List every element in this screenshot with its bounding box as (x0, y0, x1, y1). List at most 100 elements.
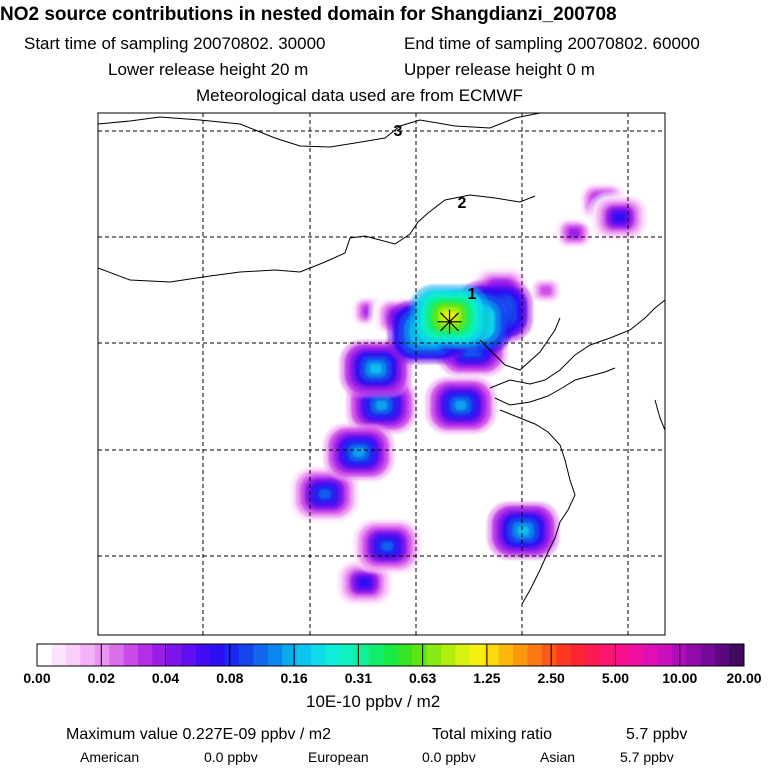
plume-cell (568, 228, 581, 238)
american-label: American (80, 749, 140, 765)
colorbar-swatch (267, 644, 283, 666)
colorbar-swatch (527, 644, 543, 666)
met-data-label: Meteorological data used are from ECMWF (196, 86, 523, 105)
colorbar-tick-label: 0.31 (344, 670, 372, 686)
colorbar-swatch (138, 644, 153, 666)
colorbar-swatch (599, 644, 615, 666)
colorbar-tick-label: 0.02 (87, 670, 115, 686)
figure-title: NO2 source contributions in nested domai… (0, 4, 617, 25)
colorbar-swatch (239, 644, 254, 666)
colorbar-swatch (455, 644, 471, 666)
colorbar-unit-label: 10E-10 ppbv / m2 (306, 692, 441, 711)
colorbar-swatch (585, 644, 601, 666)
colorbar-swatch (123, 644, 139, 666)
colorbar-swatch (282, 644, 298, 666)
coastlines (98, 113, 665, 605)
colorbar-tick-label: 2.50 (537, 670, 565, 686)
colorbar-swatch (354, 644, 370, 666)
colorbar-tick-label: 0.63 (409, 670, 437, 686)
map-label-2: 2 (458, 195, 467, 212)
colorbar-swatch (195, 644, 211, 666)
colorbar-swatch (469, 644, 485, 666)
colorbar-swatch (715, 644, 731, 666)
map-label-1: 1 (468, 286, 477, 303)
upper-release-label: Upper release height 0 m (404, 60, 595, 79)
colorbar-swatch (700, 644, 716, 666)
colorbar-swatch (657, 644, 673, 666)
colorbar-swatch (181, 644, 197, 666)
colorbar-swatch (340, 644, 355, 666)
european-value: 0.0 ppbv (422, 749, 476, 765)
start-time-label: Start time of sampling 20070802. 30000 (24, 34, 326, 53)
asian-value: 5.7 ppbv (620, 749, 674, 765)
receptor-marker (437, 309, 462, 334)
colorbar-swatch (311, 644, 327, 666)
map-gridlines (98, 113, 665, 635)
end-time-label: End time of sampling 20070802. 60000 (404, 34, 700, 53)
colorbar-swatch (224, 644, 240, 666)
total-mixing-value: 5.7 ppbv (626, 726, 688, 743)
colorbar-swatch (296, 644, 312, 666)
colorbar-swatch (570, 644, 586, 666)
colorbar-swatch (686, 644, 702, 666)
colorbar-swatch (253, 644, 269, 666)
receptor-marker-stroke (440, 312, 459, 332)
plume-cell (381, 541, 394, 552)
max-value-label: Maximum value 0.227E-09 ppbv / m2 (66, 726, 332, 743)
plume-cell (369, 363, 382, 374)
map-label-3: 3 (394, 123, 403, 140)
concentration-field (290, 177, 652, 609)
plume-cell (358, 578, 371, 588)
colorbar-tick-label: 0.04 (151, 670, 180, 686)
colorbar-swatch (80, 644, 96, 666)
colorbar-swatch (729, 644, 745, 666)
plume-cell (454, 400, 467, 411)
colorbar-swatch (325, 644, 341, 666)
colorbar-swatch (109, 644, 125, 666)
colorbar-swatch (152, 644, 168, 666)
colorbar-tick-label: 5.00 (601, 670, 630, 686)
plume-cell (517, 525, 530, 536)
lower-release-label: Lower release height 20 m (108, 60, 309, 79)
colorbar-swatch (426, 644, 442, 666)
colorbar-swatch (484, 644, 500, 666)
european-label: European (308, 749, 369, 765)
colorbar-swatch (628, 644, 644, 666)
colorbar-swatch (441, 644, 456, 666)
total-mixing-label: Total mixing ratio (432, 726, 553, 743)
colorbar-frame (36, 643, 745, 667)
colorbar-swatch (65, 644, 81, 666)
colorbar-tick-label: 0.08 (216, 670, 244, 686)
asian-label: Asian (540, 749, 576, 765)
plume-cell (352, 447, 365, 458)
colorbar-tick-label: 20.00 (726, 670, 762, 686)
colorbar-swatch (556, 644, 572, 666)
colorbar-swatch (37, 644, 52, 666)
colorbar-tick-label: 0.00 (23, 670, 51, 686)
colorbar (36, 643, 745, 667)
american-value: 0.0 ppbv (204, 749, 258, 765)
colorbar-swatch (498, 644, 514, 666)
colorbar-swatch (368, 644, 384, 666)
colorbar-swatch (412, 644, 428, 666)
colorbar-swatch (94, 644, 110, 666)
colorbar-swatch (166, 644, 182, 666)
colorbar-swatch (614, 644, 630, 666)
plume-cell (375, 400, 388, 411)
colorbar-tick-label: 0.16 (280, 670, 308, 686)
colorbar-swatch (210, 644, 226, 666)
plume-cell (318, 489, 331, 499)
colorbar-swatch (51, 644, 67, 666)
colorbar-swatch (643, 644, 658, 666)
plume-cell (613, 212, 626, 223)
colorbar-swatch (542, 644, 557, 666)
colorbar-swatch (397, 644, 413, 666)
map-frame (97, 112, 666, 636)
colorbar-tick-label: 10.00 (662, 670, 698, 686)
colorbar-swatch (513, 644, 529, 666)
colorbar-swatch (383, 644, 399, 666)
colorbar-tick-label: 1.25 (473, 670, 501, 686)
plume-cell (539, 285, 552, 296)
